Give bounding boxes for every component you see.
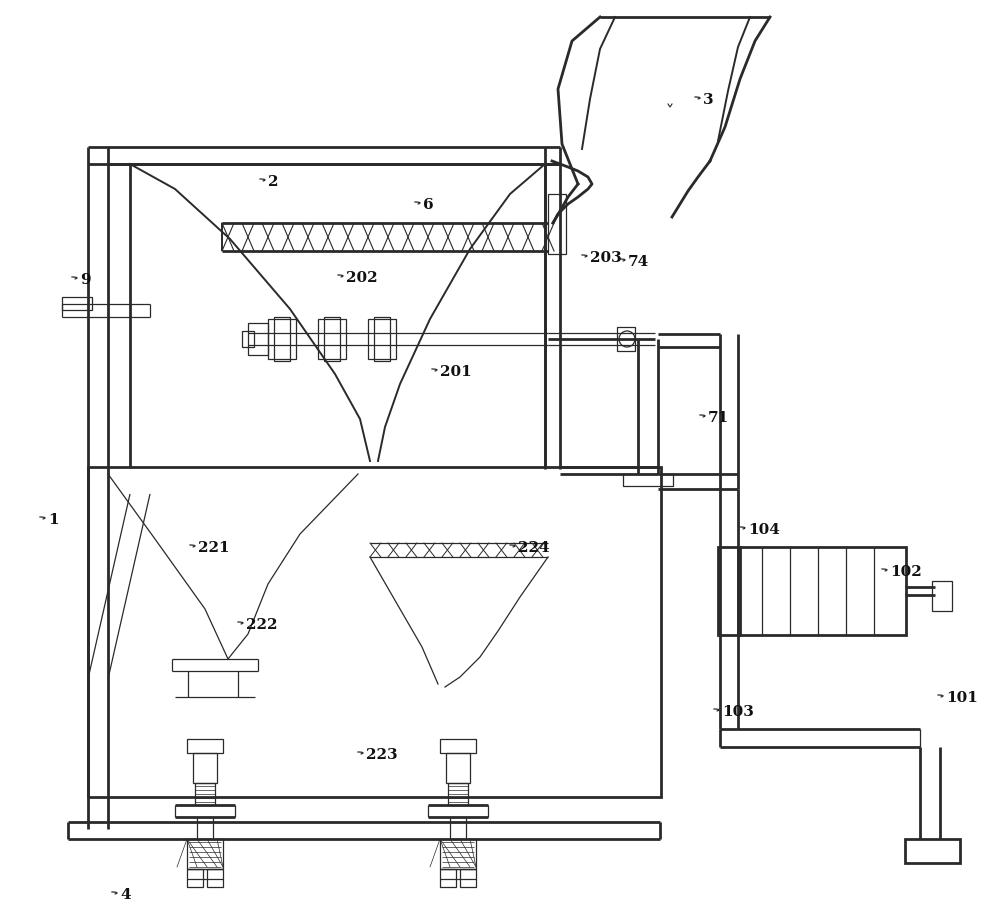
Bar (318, 320, 346, 359)
Text: 4: 4 (120, 887, 131, 901)
Bar (440, 869, 456, 887)
Bar (460, 869, 476, 887)
Text: 203: 203 (590, 251, 622, 265)
Bar (242, 332, 254, 347)
Bar (932, 582, 952, 611)
Bar (905, 839, 960, 863)
Bar (440, 739, 476, 754)
Text: 2: 2 (268, 175, 279, 188)
Bar (88, 468, 661, 797)
Bar (195, 783, 215, 805)
Text: 1: 1 (48, 513, 59, 527)
Text: 9: 9 (80, 273, 91, 287)
Bar (617, 328, 635, 352)
Text: 104: 104 (748, 522, 780, 537)
Bar (274, 318, 290, 361)
Text: 3: 3 (703, 93, 714, 107)
Bar (718, 548, 740, 635)
Bar (448, 783, 468, 805)
Text: 202: 202 (346, 271, 378, 285)
Bar (187, 869, 203, 887)
Bar (207, 869, 223, 887)
Bar (62, 298, 92, 311)
Text: 74: 74 (628, 255, 649, 268)
Bar (738, 548, 906, 635)
Bar (187, 739, 223, 754)
Text: 6: 6 (423, 198, 434, 211)
Text: 222: 222 (246, 618, 278, 631)
Bar (623, 474, 673, 486)
Text: 101: 101 (946, 690, 978, 704)
Text: 221: 221 (198, 540, 230, 554)
Bar (268, 320, 296, 359)
Bar (368, 320, 396, 359)
Bar (440, 839, 476, 869)
Text: 201: 201 (440, 365, 472, 379)
Text: 224: 224 (518, 540, 550, 554)
Text: 102: 102 (890, 564, 922, 578)
Bar (446, 754, 470, 783)
Bar (187, 839, 223, 869)
Bar (324, 318, 340, 361)
Bar (193, 754, 217, 783)
Text: 103: 103 (722, 704, 754, 719)
Bar (248, 323, 268, 356)
Text: 223: 223 (366, 747, 398, 761)
Bar (374, 318, 390, 361)
Text: 71: 71 (708, 411, 729, 425)
Bar (548, 195, 566, 255)
